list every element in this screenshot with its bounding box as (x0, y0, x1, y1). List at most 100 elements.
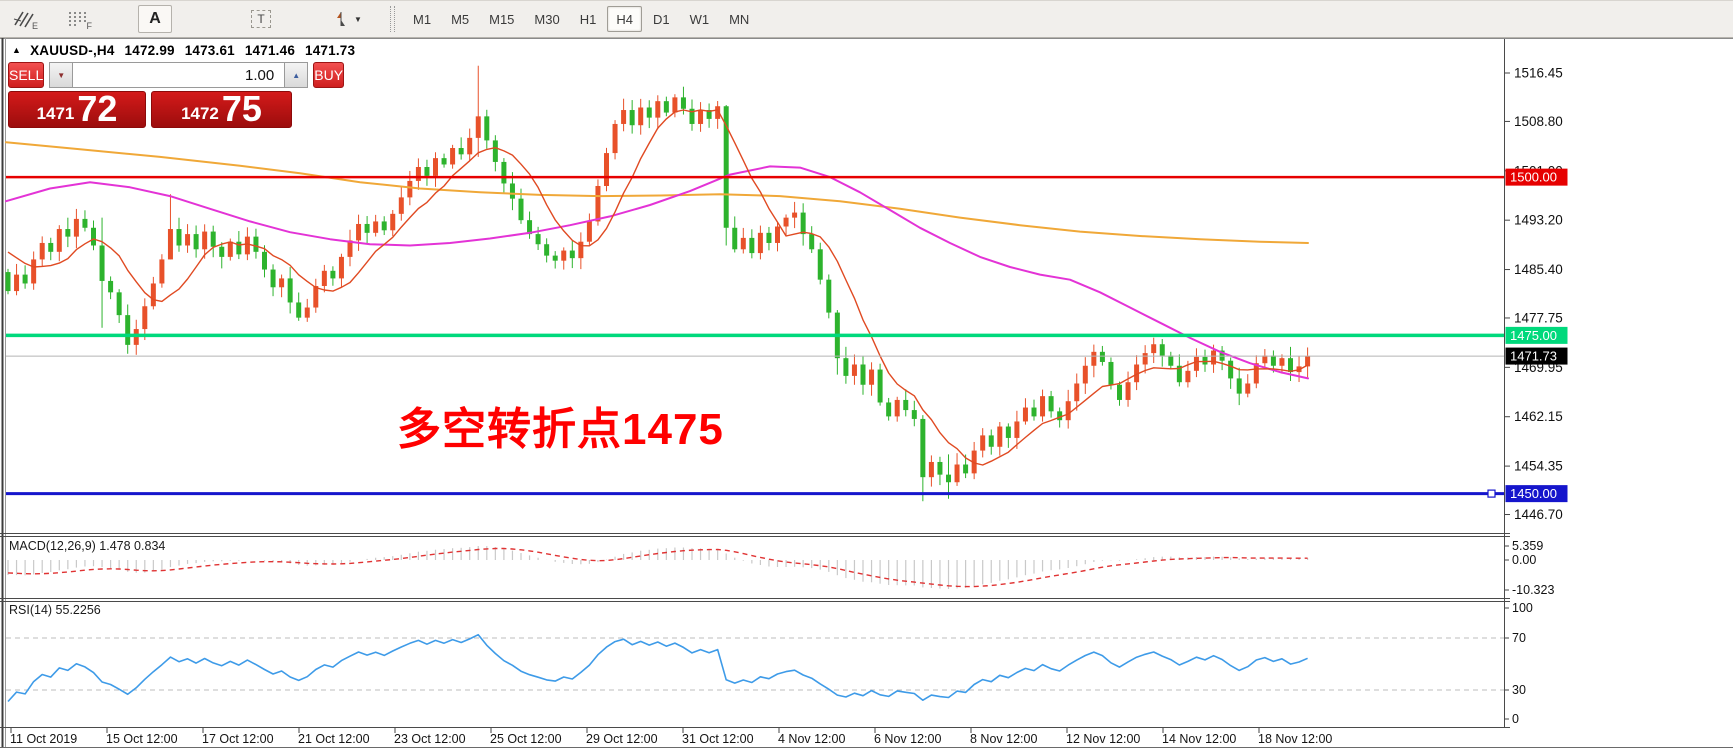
macd-histogram (7, 546, 1309, 589)
timeframe-h4[interactable]: H4 (607, 6, 642, 32)
font-a-button[interactable]: A (138, 5, 172, 33)
svg-text:30: 30 (1512, 683, 1526, 697)
rsi-line (7, 633, 1308, 703)
chart-annotation-text: 多空转折点1475 (397, 405, 724, 454)
toolbar-grip[interactable] (390, 6, 395, 32)
svg-text:1508.80: 1508.80 (1514, 114, 1563, 129)
ohlc-open: 1472.99 (124, 43, 175, 58)
volume-control: ▼ ▲ (49, 62, 309, 88)
ohlc-high: 1473.61 (184, 43, 235, 58)
svg-text:1516.45: 1516.45 (1514, 66, 1563, 81)
dots-grid-icon-sub: F (86, 21, 93, 31)
one-click-trading-panel: SELL ▼ ▲ BUY 1471 72 1472 75 (8, 62, 345, 128)
sell-price-pips: 72 (77, 88, 118, 130)
indicator-hatch-button[interactable]: E (8, 5, 42, 33)
ohlc-low: 1471.46 (244, 43, 296, 58)
macd-indicator-label: MACD(12,26,9) 1.478 0.834 (9, 539, 166, 553)
volume-input[interactable] (72, 62, 286, 88)
macd-signal-line (7, 547, 1308, 588)
svg-text:11 Oct 2019: 11 Oct 2019 (10, 732, 77, 746)
ma-red-fast (7, 109, 1308, 466)
rsi-indicator-label: RSI(14) 55.2256 (9, 603, 101, 617)
price-axis: 1516.451508.801501.001493.201485.401477.… (1505, 66, 1568, 522)
svg-text:1493.20: 1493.20 (1514, 213, 1563, 228)
timeframe-d1[interactable]: D1 (652, 11, 670, 27)
dropdown-caret-icon: ▼ (354, 14, 362, 24)
collapse-triangle-icon[interactable]: ▲ (12, 45, 22, 55)
svg-text:6 Nov 12:00: 6 Nov 12:00 (874, 732, 941, 746)
timeframe-m1[interactable]: M1 (413, 11, 432, 27)
toolbar: E F A T ▼ (0, 0, 1733, 38)
svg-text:1475.00: 1475.00 (1510, 328, 1557, 343)
volume-decrease-button[interactable]: ▼ (49, 62, 73, 88)
timeframe-m15[interactable]: M15 (489, 11, 515, 27)
grid-dots-button[interactable]: F (62, 5, 96, 33)
svg-text:1485.40: 1485.40 (1514, 262, 1563, 277)
svg-text:70: 70 (1512, 631, 1526, 645)
timeframe-h1[interactable]: H1 (579, 11, 597, 27)
svg-text:5.359: 5.359 (1512, 539, 1543, 553)
timeframe-m30[interactable]: M30 (534, 11, 560, 27)
panel-borders (0, 38, 1733, 748)
svg-text:100: 100 (1512, 601, 1533, 615)
sell-price-main: 1471 (36, 104, 75, 123)
letter-a-icon: A (149, 10, 161, 27)
rsi-level-lines (6, 637, 1504, 691)
svg-text:1477.75: 1477.75 (1514, 310, 1563, 325)
svg-text:21 Oct 12:00: 21 Oct 12:00 (298, 732, 370, 746)
hatch-icon (13, 11, 34, 28)
svg-text:1450.00: 1450.00 (1510, 486, 1557, 501)
svg-text:15 Oct 12:00: 15 Oct 12:00 (106, 732, 178, 746)
buy-price-main: 1472 (181, 104, 219, 123)
svg-text:1454.35: 1454.35 (1514, 459, 1563, 474)
candles-layer (5, 65, 1311, 502)
hatch-icon-sub: E (31, 21, 38, 31)
svg-text:1462.15: 1462.15 (1514, 409, 1563, 424)
svg-text:4 Nov 12:00: 4 Nov 12:00 (778, 732, 845, 746)
svg-text:12 Nov 12:00: 12 Nov 12:00 (1066, 732, 1140, 746)
chart-title: ▲ XAUUSD-,H4 1472.99 1473.61 1471.46 147… (12, 43, 361, 58)
text-object-button[interactable]: T (244, 5, 278, 33)
double-arrow-icon (337, 12, 346, 26)
time-axis: 11 Oct 2019 15 Oct 12:00 17 Oct 12:00 21 Oc… (10, 728, 1332, 746)
timeframe-buttons: M1 M5 M15 M30 H1 H4 D1 W1 MN (403, 6, 759, 32)
ma-orange-slow (5, 141, 1309, 244)
svg-text:1471.73: 1471.73 (1510, 349, 1557, 364)
svg-text:0.00: 0.00 (1512, 553, 1536, 567)
sell-button[interactable]: SELL (8, 62, 45, 88)
svg-text:23 Oct 12:00: 23 Oct 12:00 (394, 732, 466, 746)
buy-button[interactable]: BUY (313, 62, 345, 88)
buy-price-pips: 75 (221, 88, 262, 130)
svg-text:0: 0 (1512, 712, 1519, 726)
ohlc-close: 1471.73 (305, 43, 356, 58)
hline-handle[interactable] (1487, 489, 1496, 498)
svg-text:29 Oct 12:00: 29 Oct 12:00 (586, 732, 658, 746)
svg-text:18 Nov 12:00: 18 Nov 12:00 (1258, 732, 1332, 746)
svg-text:1500.00: 1500.00 (1510, 170, 1557, 185)
dots-grid-icon (69, 12, 86, 26)
horizontal-lines (6, 175, 1504, 498)
buy-price-tile[interactable]: 1472 75 (151, 91, 292, 128)
svg-text:-10.323: -10.323 (1512, 583, 1554, 597)
volume-increase-button[interactable]: ▲ (285, 62, 309, 88)
text-box-icon: T (251, 10, 271, 28)
svg-text:1446.70: 1446.70 (1514, 507, 1563, 522)
price-tag-1450.00: 1450.00 (1505, 485, 1568, 503)
svg-text:25 Oct 12:00: 25 Oct 12:00 (490, 732, 562, 746)
svg-text:8 Nov 12:00: 8 Nov 12:00 (970, 732, 1037, 746)
svg-text:17 Oct 12:00: 17 Oct 12:00 (202, 732, 274, 746)
timeframe-w1[interactable]: W1 (689, 11, 710, 27)
sell-price-tile[interactable]: 1471 72 (8, 91, 146, 128)
ma-magenta-medium (5, 165, 1309, 380)
arrange-arrows-button[interactable]: ▼ (330, 5, 364, 33)
price-tag-1471.73: 1471.73 (1505, 347, 1568, 365)
price-tag-1475.00: 1475.00 (1505, 326, 1568, 344)
timeframe-mn[interactable]: MN (729, 11, 750, 27)
svg-text:14 Nov 12:00: 14 Nov 12:00 (1162, 732, 1236, 746)
svg-text:31 Oct 12:00: 31 Oct 12:00 (682, 732, 754, 746)
timeframe-m5[interactable]: M5 (451, 11, 470, 27)
